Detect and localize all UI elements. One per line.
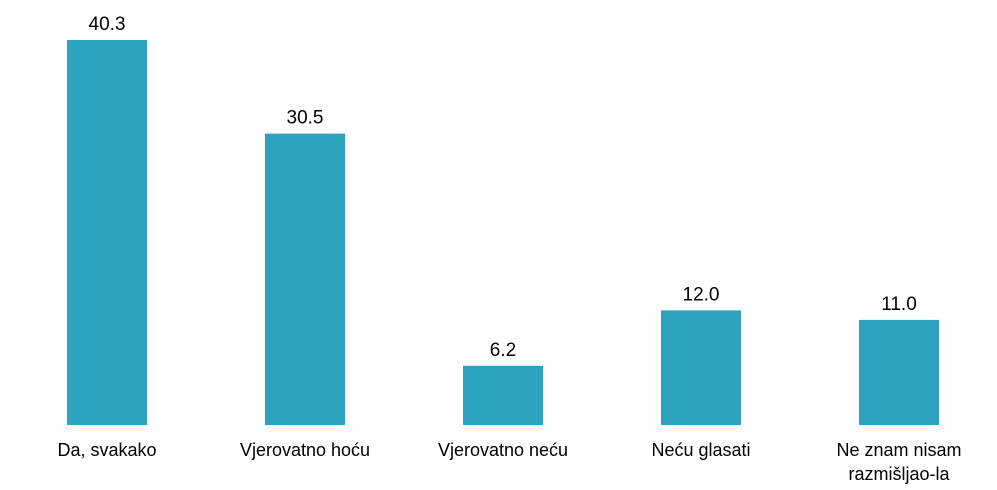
value-label: 30.5 <box>287 108 324 129</box>
bar <box>859 319 939 425</box>
bar <box>265 133 345 425</box>
bar <box>661 310 741 425</box>
value-label: 40.3 <box>89 14 126 35</box>
x-tick-label: Vjerovatno neću <box>437 440 569 460</box>
value-label: 11.0 <box>881 294 917 315</box>
x-tick-label: Ne znam nisam razmišljao-la <box>836 440 962 484</box>
bar <box>67 40 147 425</box>
x-tick-label: Neću glasati <box>651 440 751 460</box>
x-tick-label: Vjerovatno hoću <box>239 440 371 460</box>
value-label: 12.0 <box>683 284 720 305</box>
x-tick-label: Da, svakako <box>57 440 157 460</box>
value-label: 6.2 <box>490 340 516 361</box>
bar <box>463 365 543 425</box>
